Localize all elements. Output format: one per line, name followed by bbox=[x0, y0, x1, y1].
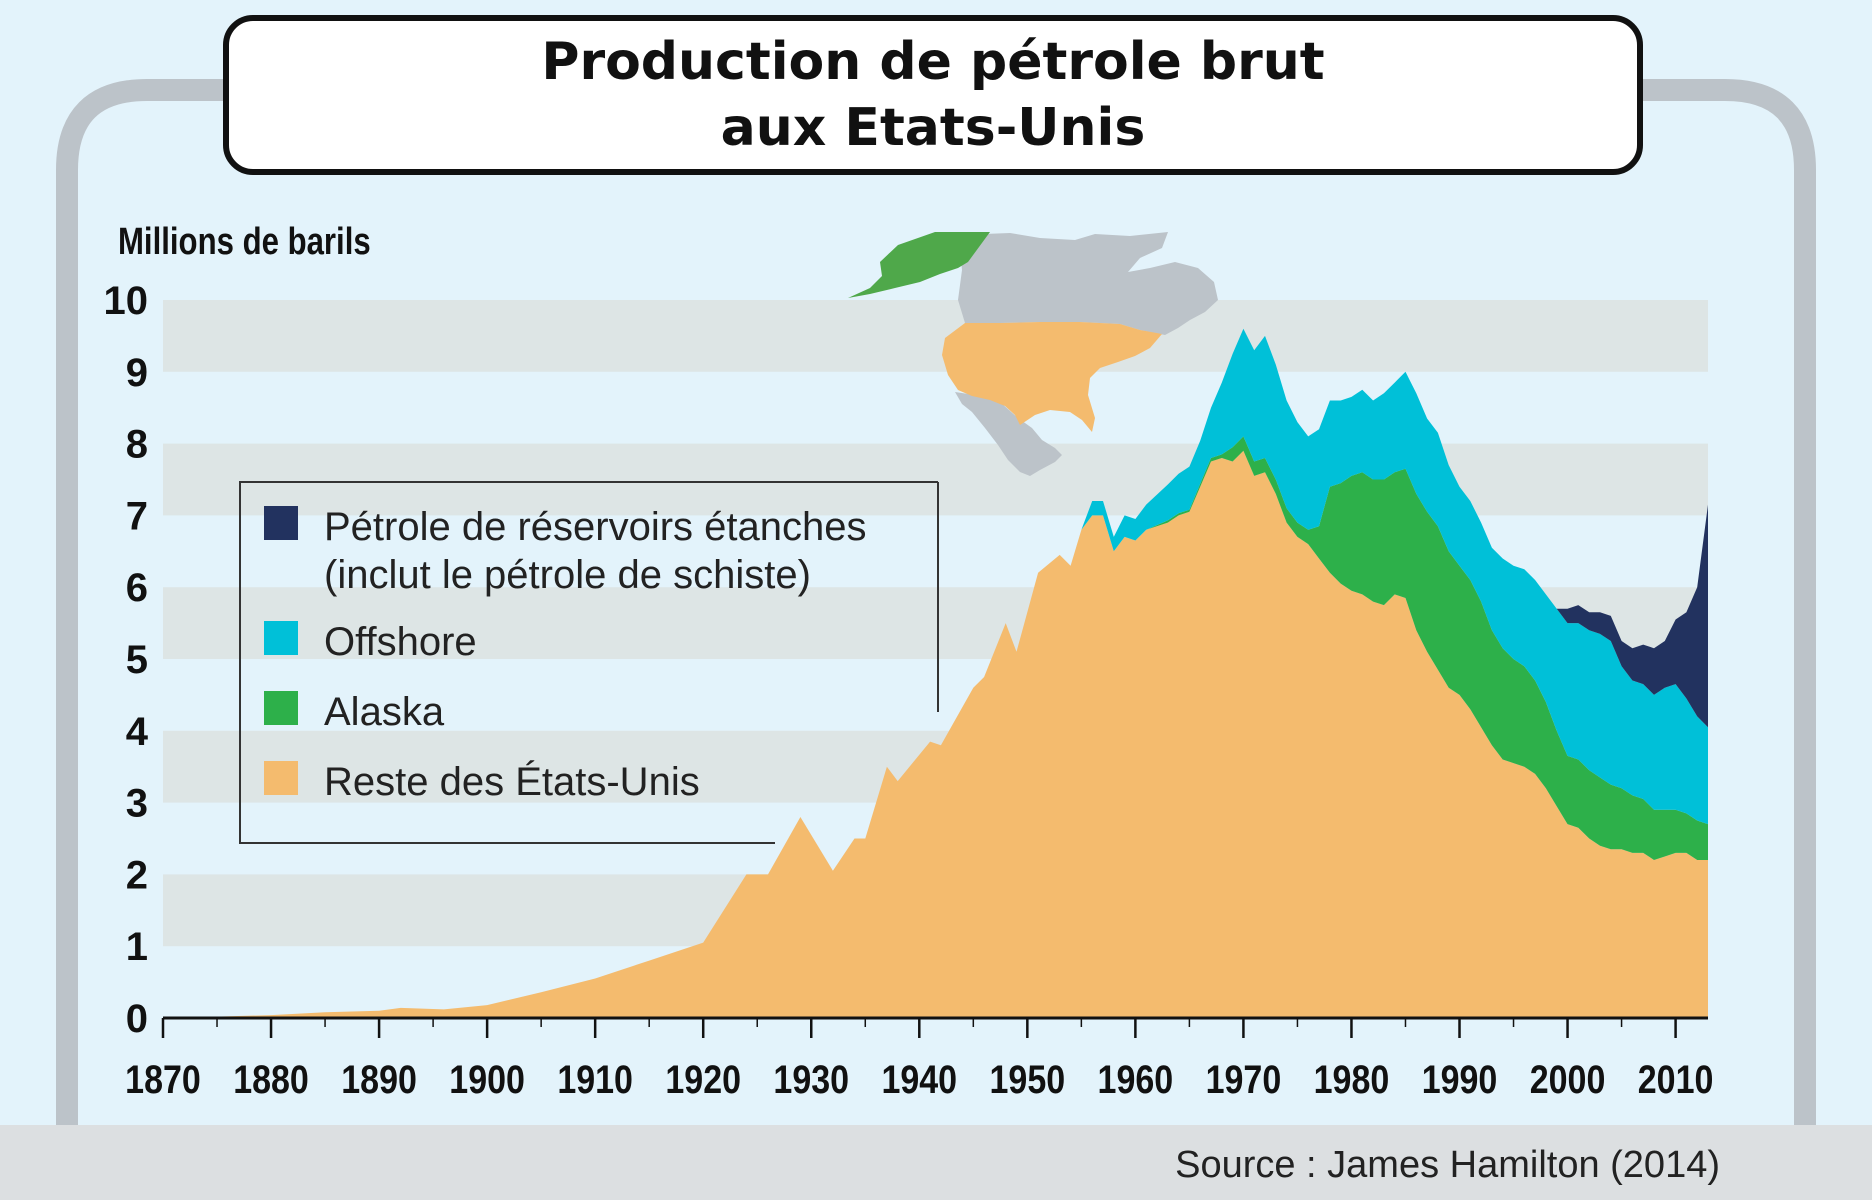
data-areas bbox=[163, 328, 1708, 1018]
x-tick-label: 1870 bbox=[125, 1056, 201, 1101]
footer-band bbox=[0, 1125, 1872, 1200]
area-offshore bbox=[163, 328, 1708, 1018]
x-tick-label: 1880 bbox=[233, 1056, 309, 1101]
legend-label-alaska: Alaska bbox=[324, 690, 445, 734]
y-tick-label: 6 bbox=[126, 566, 148, 610]
mexico-region bbox=[955, 392, 1062, 476]
x-tick-label: 1890 bbox=[341, 1056, 417, 1101]
y-tick-label: 9 bbox=[126, 351, 148, 395]
usa-region bbox=[942, 322, 1162, 432]
y-tick-label: 3 bbox=[126, 782, 148, 826]
legend-swatch-rest bbox=[264, 761, 298, 795]
y-tick-label: 8 bbox=[126, 423, 148, 467]
x-tick-label: 2000 bbox=[1530, 1056, 1606, 1101]
x-tick-label: 1950 bbox=[990, 1056, 1066, 1101]
y-tick-label: 0 bbox=[126, 997, 148, 1041]
legend-label-tight: Pétrole de réservoirs étanches bbox=[324, 505, 867, 549]
y-tick-label: 1 bbox=[126, 925, 148, 969]
source-note: Source : James Hamilton (2014) bbox=[1175, 1144, 1720, 1186]
area-rest bbox=[163, 450, 1708, 1018]
x-tick-label: 1940 bbox=[881, 1056, 957, 1101]
x-tick-label: 1920 bbox=[665, 1056, 741, 1101]
x-axis: 1870 1880 1890 1900 1910 1920 1930 1940 1950 1960… bbox=[125, 1016, 1714, 1102]
x-tick-label: 1970 bbox=[1206, 1056, 1282, 1101]
legend: Pétrole de réservoirs étanches(inclut le… bbox=[239, 481, 939, 844]
x-tick-label: 2010 bbox=[1638, 1056, 1714, 1101]
y-tick-label: 10 bbox=[104, 279, 149, 323]
north-america-map bbox=[848, 232, 1218, 476]
chart-title: Production de pétrole brut aux Etats-Uni… bbox=[223, 15, 1643, 175]
legend-swatch-tight bbox=[264, 506, 298, 540]
chart-title-line-2: aux Etats-Unis bbox=[720, 98, 1146, 158]
legend-label-tight: (inclut le pétrole de schiste) bbox=[324, 553, 811, 597]
grid-band bbox=[163, 300, 1708, 372]
alaska-region bbox=[848, 232, 990, 298]
chart-title-line-1: Production de pétrole brut bbox=[541, 32, 1325, 92]
y-tick-labels: 0 1 2 3 4 5 6 7 8 9 10 bbox=[104, 279, 149, 1041]
y-tick-label: 5 bbox=[126, 638, 148, 682]
legend-label-rest: Reste des États-Unis bbox=[324, 759, 700, 804]
x-tick-label: 1900 bbox=[449, 1056, 525, 1101]
y-tick-label: 4 bbox=[126, 710, 149, 754]
y-tick-label: 7 bbox=[126, 494, 148, 538]
x-tick-label: 1960 bbox=[1098, 1056, 1174, 1101]
legend-swatch-alaska bbox=[264, 691, 298, 725]
x-tick-label: 1990 bbox=[1422, 1056, 1498, 1101]
y-axis-label: Millions de barils bbox=[118, 221, 371, 263]
canada-region bbox=[958, 232, 1218, 335]
legend-label-offshore: Offshore bbox=[324, 620, 477, 664]
x-tick-label: 1980 bbox=[1314, 1056, 1390, 1101]
x-tick-label: 1930 bbox=[773, 1056, 849, 1101]
y-tick-label: 2 bbox=[126, 853, 148, 897]
legend-swatch-offshore bbox=[264, 621, 298, 655]
x-tick-label: 1910 bbox=[557, 1056, 633, 1101]
legend-border-top-left bbox=[239, 481, 938, 844]
